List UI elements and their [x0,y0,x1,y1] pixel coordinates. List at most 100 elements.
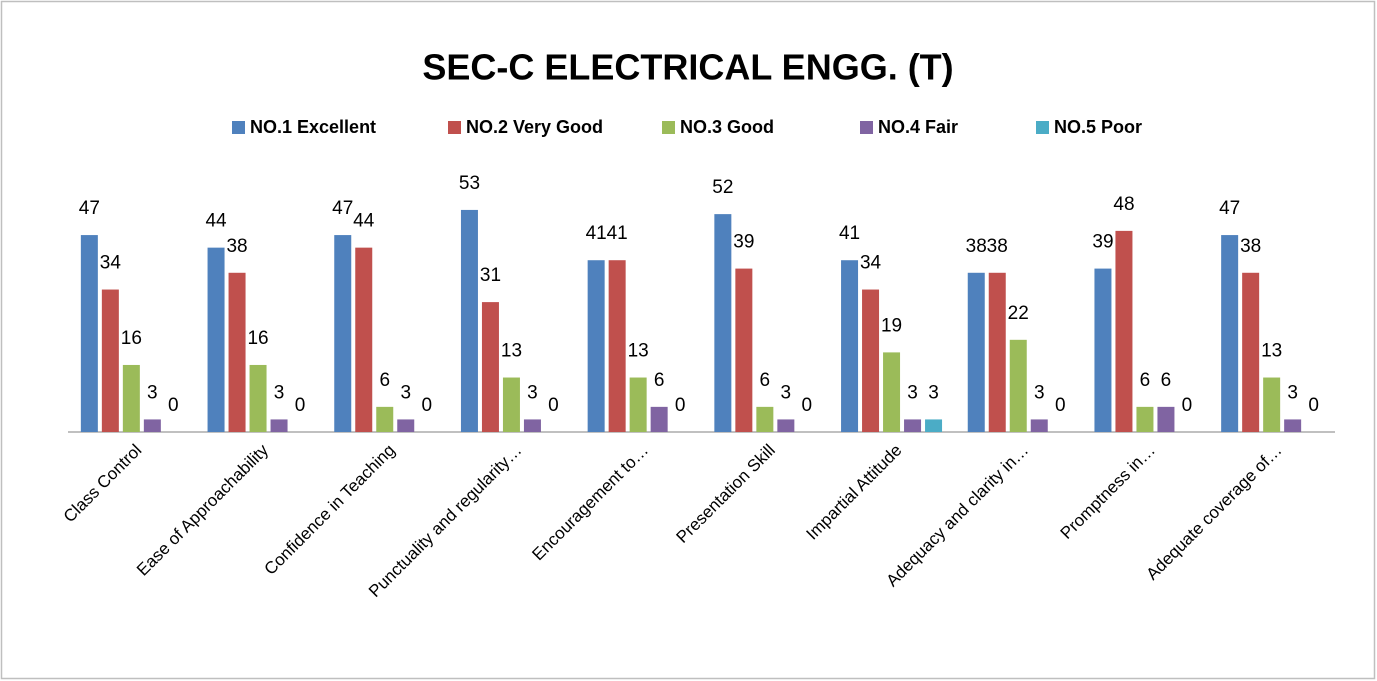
bar [249,364,267,432]
bar [228,272,246,432]
bar [1115,230,1133,432]
data-label: 41 [607,223,628,244]
data-label: 6 [760,370,771,391]
bar [967,272,985,432]
legend-label: NO.5 Poor [1054,117,1142,137]
bar [629,377,647,432]
bar [925,419,943,432]
data-label: 6 [379,370,390,391]
bar [756,406,774,432]
bar [862,289,880,432]
data-label: 3 [400,382,411,403]
data-label: 3 [781,382,792,403]
data-label: 0 [1055,395,1066,416]
data-label: 38 [966,236,987,257]
data-label: 13 [628,341,649,362]
data-label: 0 [1182,395,1193,416]
bar [650,406,668,432]
data-label: 0 [295,395,306,416]
bar [334,235,352,432]
data-label: 39 [733,232,754,253]
bar [143,419,161,432]
data-label: 34 [100,253,122,274]
bar [502,377,520,432]
data-label: 39 [1092,232,1113,253]
bar [883,352,901,432]
data-label: 38 [226,236,247,257]
data-label: 47 [332,198,353,219]
bar [587,260,605,432]
data-label: 44 [353,211,375,232]
legend-swatch [448,121,461,134]
bar [1157,406,1175,432]
data-label: 13 [1261,341,1282,362]
bar [376,406,394,432]
data-label: 0 [421,395,432,416]
data-label: 0 [168,395,179,416]
bar [904,419,922,432]
bar [460,209,478,432]
legend-swatch [662,121,675,134]
bar [207,247,225,432]
legend-swatch [860,121,873,134]
bar [270,419,288,432]
legend-label: NO.2 Very Good [466,117,603,137]
bar [1221,235,1239,432]
data-label: 22 [1008,303,1029,324]
legend-swatch [232,121,245,134]
bar [122,364,140,432]
data-label: 6 [654,370,665,391]
data-label: 3 [147,382,158,403]
data-label: 0 [802,395,813,416]
bar [1284,419,1302,432]
data-label: 3 [907,382,918,403]
bar [355,247,373,432]
data-label: 3 [527,382,538,403]
bar [397,419,415,432]
data-label: 16 [121,328,142,349]
bar [1094,268,1112,432]
legend-label: NO.1 Excellent [250,117,376,137]
data-label: 41 [586,223,607,244]
bar [735,268,753,432]
bar [481,302,499,432]
data-label: 3 [274,382,285,403]
data-label: 16 [247,328,268,349]
bar [1263,377,1281,432]
data-label: 48 [1113,194,1134,215]
data-label: 52 [712,177,733,198]
data-label: 3 [928,382,939,403]
data-label: 38 [1240,236,1261,257]
data-label: 6 [1140,370,1151,391]
data-label: 47 [1219,198,1240,219]
data-label: 19 [881,315,902,336]
legend-label: NO.3 Good [680,117,774,137]
data-label: 34 [860,253,882,274]
data-label: 31 [480,265,501,286]
bar [101,289,119,432]
data-label: 0 [675,395,686,416]
bar [523,419,541,432]
data-label: 6 [1161,370,1172,391]
data-label: 47 [79,198,100,219]
data-label: 13 [501,341,522,362]
bar [1009,339,1027,432]
bar [841,260,859,432]
bar [714,214,732,432]
data-label: 0 [1308,395,1319,416]
legend-label: NO.4 Fair [878,117,958,137]
legend-swatch [1036,121,1049,134]
data-label: 3 [1034,382,1045,403]
chart-title: SEC-C ELECTRICAL ENGG. (T) [422,47,953,88]
bar [1242,272,1260,432]
data-label: 41 [839,223,860,244]
data-label: 3 [1287,382,1298,403]
data-label: 53 [459,173,480,194]
bar [1030,419,1048,432]
data-label: 0 [548,395,559,416]
data-label: 44 [205,211,227,232]
bar [988,272,1006,432]
bar [777,419,795,432]
